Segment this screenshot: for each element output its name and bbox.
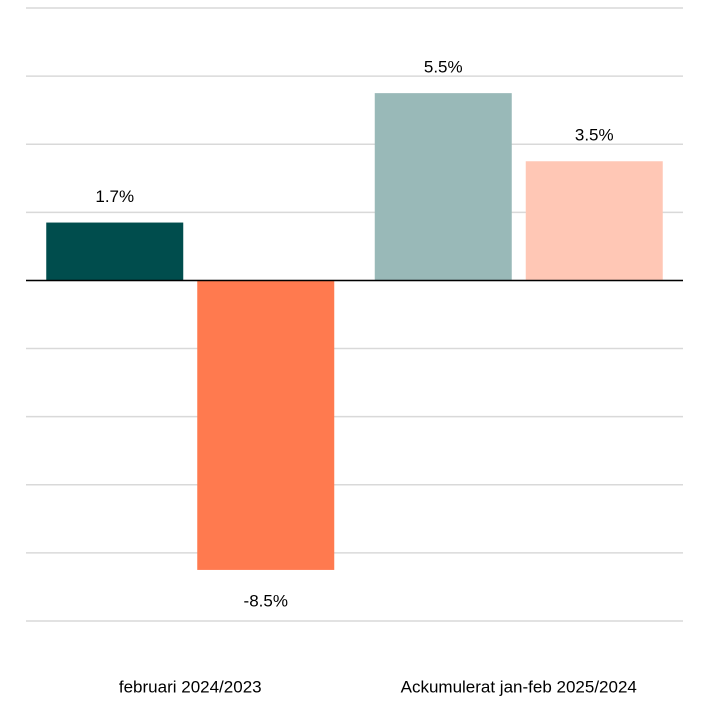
data-label: 1.7% [95,187,134,206]
bar [46,222,184,281]
data-label: 3.5% [575,126,614,145]
bar [197,280,335,570]
data-label: 5.5% [424,58,463,77]
bar [525,161,663,281]
x-tick-label: februari 2024/2023 [119,677,262,696]
data-label: -8.5% [244,591,288,610]
bar [374,93,512,281]
x-tick-label: Ackumulerat jan-feb 2025/2024 [401,677,637,696]
